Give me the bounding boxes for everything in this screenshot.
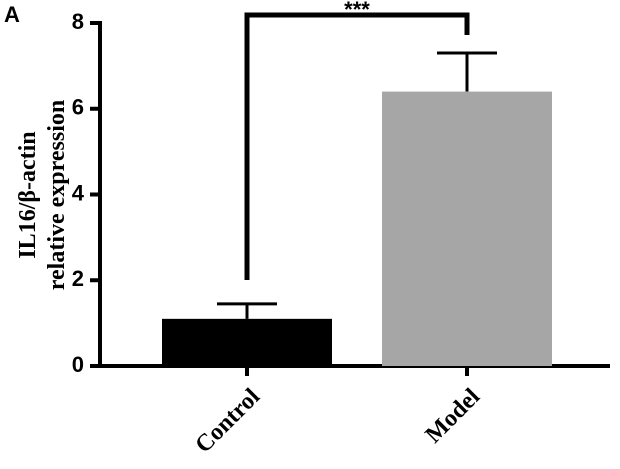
y-label-line: IL16/β-actin: [15, 131, 41, 258]
x-tick-group: Model: [421, 384, 486, 449]
x-tick-label: Model: [421, 384, 486, 449]
y-tick-label: 4: [72, 180, 85, 205]
bar: [382, 91, 552, 366]
y-tick-label: 0: [72, 352, 84, 377]
panel-label: A: [4, 2, 20, 27]
x-tick-group: Control: [190, 384, 265, 459]
y-tick-label: 6: [72, 95, 84, 120]
x-tick-label: Control: [190, 384, 265, 459]
y-label: IL16/β-actin relative expression: [15, 100, 70, 290]
y-tick-label: 2: [72, 266, 84, 291]
y-label-line: relative expression: [44, 100, 70, 290]
significance-label: ***: [344, 0, 370, 22]
bar: [162, 318, 332, 366]
y-tick-label: 8: [72, 9, 84, 34]
significance-bracket: [244, 12, 470, 280]
